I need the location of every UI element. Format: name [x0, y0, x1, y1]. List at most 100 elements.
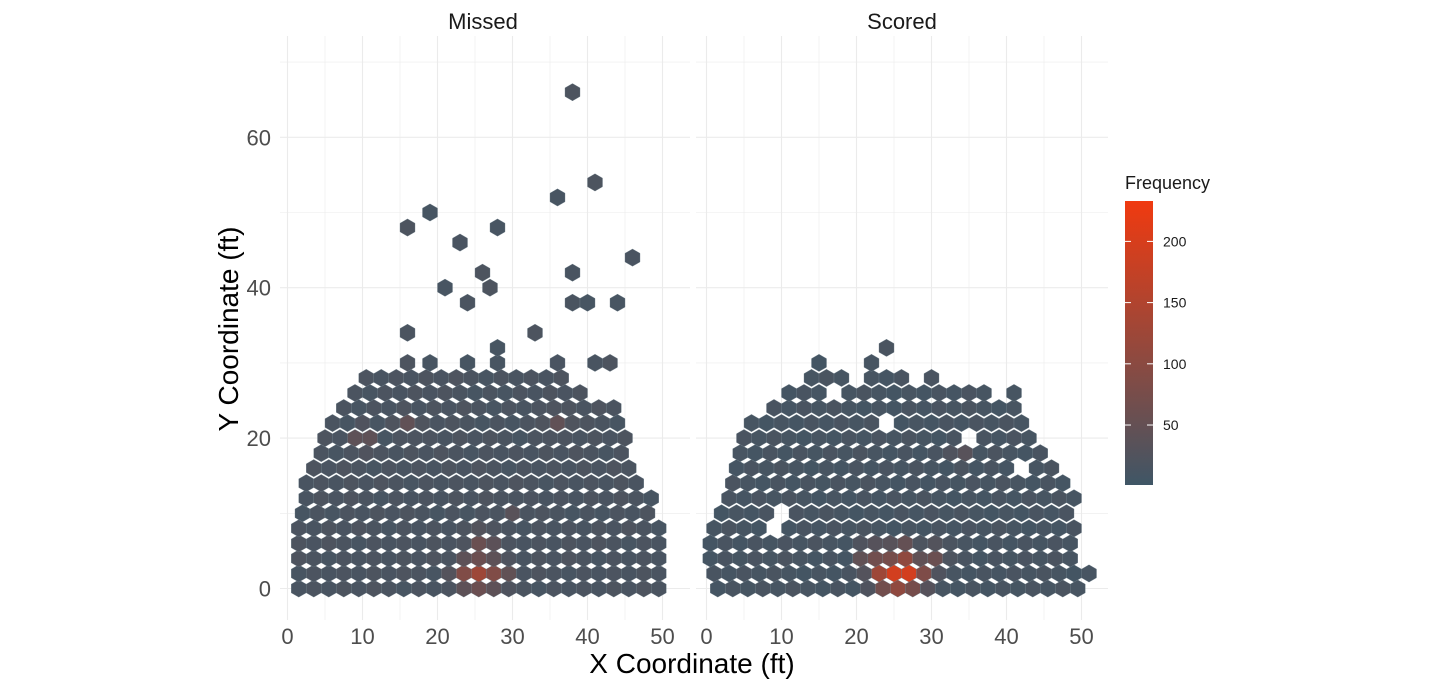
hex-bin [489, 218, 506, 237]
hex-bin [1002, 534, 1018, 553]
hex-bin [531, 459, 547, 478]
legend-tick-label: 200 [1163, 233, 1187, 249]
hex-bin [1006, 384, 1022, 402]
hex-bin [336, 399, 352, 417]
hex-bin [396, 534, 412, 553]
hex-bin [411, 399, 427, 417]
hex-bin [516, 579, 532, 598]
hex-bin [624, 504, 641, 523]
hex-bin [381, 564, 397, 583]
hex-bin [781, 564, 797, 583]
hex-bin [321, 579, 337, 598]
hex-bin [991, 429, 1007, 447]
hex-bin [366, 564, 382, 583]
hex-bin [534, 414, 551, 432]
hex-bin [474, 504, 491, 523]
hex-bin [321, 549, 337, 568]
hex-bin [773, 414, 790, 432]
hex-bin [366, 459, 382, 478]
legend-title: Frequency [1125, 173, 1210, 193]
hex-bin [396, 579, 412, 598]
hex-bin [830, 579, 846, 598]
hex-bin [856, 384, 872, 402]
hex-bin [576, 534, 592, 553]
hex-bin [486, 549, 502, 568]
hex-bin [965, 474, 981, 493]
hex-bin [516, 459, 532, 478]
hex-bin [384, 504, 401, 523]
hex-bin [561, 564, 577, 583]
hex-bin [916, 564, 932, 583]
hex-bin [546, 399, 562, 417]
hex-bin [901, 384, 917, 402]
hex-bin [613, 474, 629, 493]
hex-bin [538, 474, 554, 493]
hex-bin [792, 444, 808, 463]
hex-bin [579, 504, 596, 523]
hex-bin [950, 474, 966, 493]
hex-bin [362, 429, 378, 447]
hex-bin [351, 534, 367, 553]
hex-bin [553, 444, 569, 463]
hex-bin [343, 474, 359, 493]
hex-bin [321, 534, 337, 553]
hex-bin [392, 429, 408, 447]
hex-bin [396, 549, 412, 568]
hex-bin [848, 459, 865, 478]
hex-bin [426, 399, 442, 417]
hex-bin [841, 519, 857, 538]
hex-bin [878, 504, 895, 523]
hex-bin [381, 519, 397, 538]
hex-bin [882, 534, 898, 553]
hex-bin [313, 489, 329, 508]
hex-bin [459, 293, 476, 312]
x-tick-label: 20 [844, 624, 868, 649]
hex-bin [1051, 564, 1067, 583]
hex-bin [826, 519, 842, 538]
hex-bin [781, 519, 797, 538]
legend-tick-label: 150 [1163, 295, 1187, 311]
hex-bin [747, 549, 763, 568]
hex-bin [717, 549, 733, 568]
hex-bin [523, 474, 539, 493]
hex-bin [516, 399, 532, 417]
hex-bin [863, 414, 880, 432]
hex-bin [826, 429, 842, 447]
hex-bin [931, 399, 947, 417]
hex-bin [418, 474, 434, 493]
hex-bin [478, 444, 494, 463]
hex-bin [972, 549, 988, 568]
hex-bin [796, 399, 812, 417]
hex-bin [751, 489, 767, 508]
hex-bin [762, 444, 778, 463]
hex-bin [328, 489, 344, 508]
hex-bin [373, 474, 389, 493]
hex-bin [852, 549, 868, 568]
hex-bin [826, 489, 842, 508]
hex-bin [542, 384, 558, 402]
hex-bin [587, 173, 603, 192]
hex-bin [908, 459, 925, 478]
hex-bin [351, 519, 367, 538]
hex-bin [651, 519, 667, 538]
hex-bin [976, 384, 992, 402]
hex-bin [388, 489, 404, 508]
hex-bin [527, 323, 543, 342]
hex-bin [621, 549, 637, 568]
x-tick-label: 0 [281, 624, 293, 649]
hex-bin [811, 399, 827, 417]
hex-bin [923, 504, 940, 523]
hex-bin [766, 564, 782, 583]
hex-bin [800, 579, 816, 598]
hex-bin [938, 504, 955, 523]
hex-bin [516, 549, 532, 568]
hex-bin [758, 414, 775, 432]
hex-bin [508, 369, 524, 387]
hex-bin [1006, 519, 1022, 538]
legend: Frequency 50 100 150 200 [1125, 173, 1210, 485]
hex-bin [815, 579, 831, 598]
hex-bin [743, 414, 760, 432]
hex-bin [886, 399, 902, 417]
hex-bin [433, 489, 449, 508]
